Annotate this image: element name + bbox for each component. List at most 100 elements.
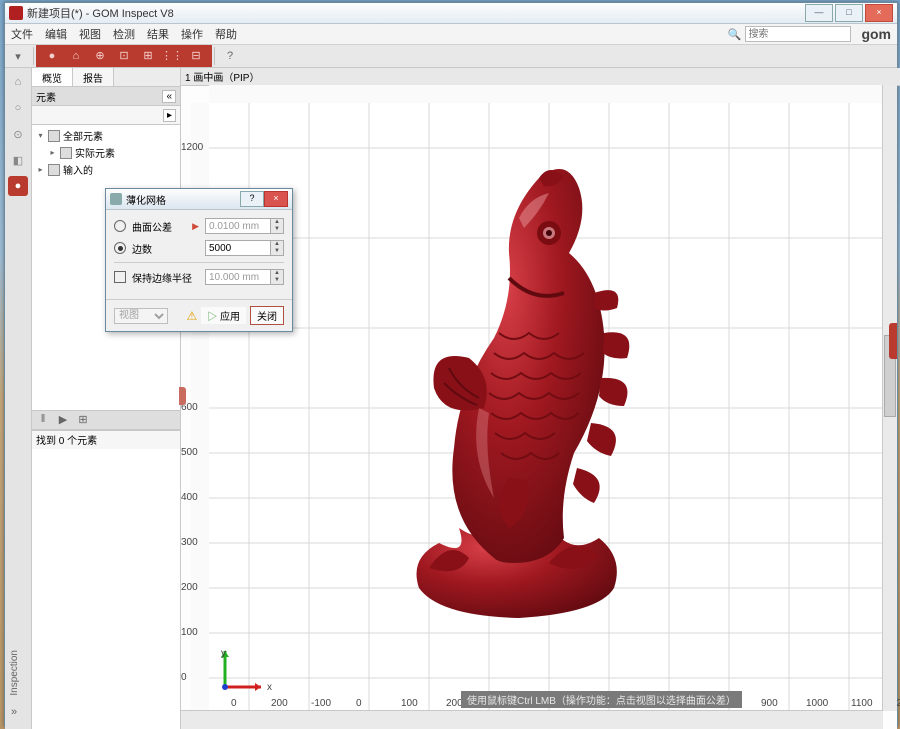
edge-count-input[interactable] [206,241,270,255]
panel-header-dropdown[interactable]: ▸ [163,109,176,122]
leftstrip-panel-icon[interactable]: ◧ [8,150,28,170]
menu-help[interactable]: 帮助 [215,26,237,42]
tree-checkbox[interactable] [48,130,60,142]
menu-edit[interactable]: 编辑 [45,26,67,42]
x-tick: 0 [231,698,237,709]
search-input[interactable] [745,26,851,42]
toolbar: ▾ ● ⌂ ⊕ ⊡ ⊞ ⋮⋮ ⊟ ? [5,45,897,68]
toolbar-red-group: ● ⌂ ⊕ ⊡ ⊞ ⋮⋮ ⊟ [36,45,212,67]
panel-collapse-handle[interactable] [179,387,186,405]
apply-button[interactable]: ▷ ▷ 应用应用 [201,307,246,324]
menu-result[interactable]: 结果 [147,26,169,42]
panel-header: 元素 [36,89,56,104]
tree-expander-icon[interactable]: ▸ [36,165,45,174]
toolbar-red-7[interactable]: ⊟ [185,47,207,65]
radio-surface-tolerance[interactable] [114,220,126,232]
toolbar-help-button[interactable]: ? [218,45,242,67]
menu-file[interactable]: 文件 [11,26,33,42]
y-tick: 300 [181,537,198,548]
toolbar-red-2[interactable]: ⌂ [65,47,87,65]
inspection-label: Inspection [9,650,20,696]
scrollbar-horizontal[interactable] [181,710,883,729]
tree-label: 全部元素 [63,128,103,143]
titlebar: 新建项目(*) - GOM Inspect V8 — □ × [5,3,897,24]
tree-node-actual[interactable]: ▸ 实际元素 [34,144,178,161]
window-maximize-button[interactable]: □ [835,4,863,22]
panel-mid-toolbar: ‖ ▶ ⊞ [32,410,180,430]
y-tick: 100 [181,627,198,638]
tree-label: 实际元素 [75,145,115,160]
toolbar-red-3[interactable]: ⊕ [89,47,111,65]
leftstrip-expand-button[interactable]: » [11,706,17,718]
panel-footer: 找到 0 个元素 [32,430,180,449]
axis-y-label: y [221,648,226,659]
toolbar-red-6[interactable]: ⋮⋮ [161,47,183,65]
edge-radius-input [206,270,270,284]
tree-expander-icon[interactable]: ▾ [36,131,45,140]
thin-mesh-dialog: 薄化网格 ? × 曲面公差 ▶ ▲▼ 边数 ▲▼ 保持边缘半径 ▲▼ [105,188,293,332]
toolbar-red-5[interactable]: ⊞ [137,47,159,65]
panel-tab-report[interactable]: 报告 [73,68,114,86]
play-indicator-icon: ▶ [192,221,199,232]
toolbar-red-4[interactable]: ⊡ [113,47,135,65]
brand-logo: gom [861,26,891,42]
panel-header-collapse[interactable]: « [162,90,176,103]
x-tick: 0 [356,698,362,709]
toolbar-dropdown[interactable]: ▾ [6,45,30,67]
window-minimize-button[interactable]: — [805,4,833,22]
origin-axes-icon [211,645,267,701]
toolbar-red-1[interactable]: ● [41,47,63,65]
leftstrip-target-icon[interactable]: ⊙ [8,124,28,144]
dialog-view-select: 视图 [114,308,168,324]
leftstrip-home-icon[interactable]: ⌂ [8,72,28,92]
side-panel: 概览 报告 元素 « ▸ ▾ 全部元素 ▸ 实际元素 [32,68,181,729]
y-tick: 400 [181,492,198,503]
x-tick: 900 [761,698,778,709]
leftstrip-circle-icon[interactable]: ○ [8,98,28,118]
surface-tolerance-input [206,219,270,233]
tree-checkbox[interactable] [60,147,72,159]
y-tick: 0 [181,672,187,683]
spinner-buttons[interactable]: ▲▼ [270,241,283,255]
radio-edge-count[interactable] [114,242,126,254]
y-tick: 200 [181,582,198,593]
window-close-button[interactable]: × [865,4,893,22]
application-window: 新建项目(*) - GOM Inspect V8 — □ × 文件 编辑 视图 … [4,2,898,727]
warning-icon: ⚠ [186,309,197,323]
checkbox-keep-edge-radius-label: 保持边缘半径 [132,270,199,285]
scrollbar-vertical[interactable] [882,85,897,711]
apply-label: 应用 [220,312,240,323]
canvas-3d[interactable]: x y [209,103,883,711]
tree-checkbox[interactable] [48,164,60,176]
tree-expander-icon[interactable]: ▸ [48,148,57,157]
panel-mid-1[interactable]: ‖ [36,413,50,427]
tree-label: 输入的 [63,162,93,177]
dialog-help-button[interactable]: ? [240,191,264,207]
leftstrip-active-icon[interactable]: ● [8,176,28,196]
panel-mid-2[interactable]: ▶ [56,413,70,427]
close-button[interactable]: 关闭 [250,306,284,325]
panel-tab-overview[interactable]: 概览 [32,68,73,86]
right-panel-handle[interactable] [889,323,897,359]
tree-node-input[interactable]: ▸ 输入的 [34,161,178,178]
y-tick: 1200 [181,142,203,153]
dialog-close-button[interactable]: × [264,191,288,207]
tree-node-all[interactable]: ▾ 全部元素 [34,127,178,144]
menu-inspect[interactable]: 检测 [113,26,135,42]
menu-view[interactable]: 视图 [79,26,101,42]
ruler-horizontal [209,85,883,104]
menu-operate[interactable]: 操作 [181,26,203,42]
viewport-tab[interactable]: 1 画中画（PIP） [181,68,900,86]
viewport-3d[interactable]: 1 画中画（PIP） [181,68,897,729]
checkbox-keep-edge-radius[interactable] [114,271,126,283]
y-tick: 500 [181,447,198,458]
left-icon-strip: ⌂ ○ ⊙ ◧ ● Inspection » [5,68,32,729]
panel-mid-3[interactable]: ⊞ [76,413,90,427]
x-tick: -100 [311,698,331,709]
status-hint: 使用鼠标键Ctrl LMB（操作功能：点击视图以选择曲面公差） [461,691,742,708]
x-tick: 1000 [806,698,828,709]
app-icon [9,6,23,20]
radio-edge-count-label: 边数 [132,241,199,256]
menubar: 文件 编辑 视图 检测 结果 操作 帮助 🔍 gom [5,24,897,45]
dialog-icon [110,193,122,205]
